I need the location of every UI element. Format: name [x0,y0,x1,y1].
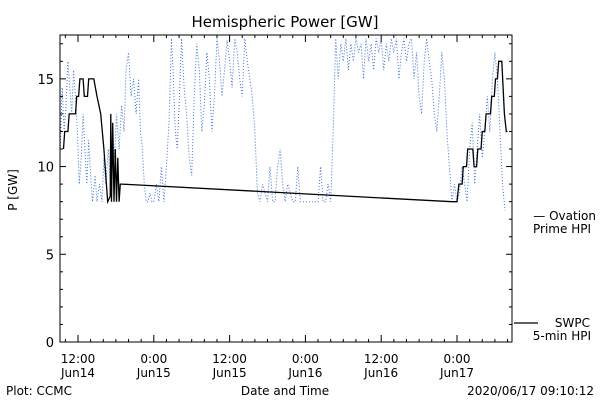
x-tick-time-label: 12:00 [212,352,247,366]
x-tick-time-label: 0:00 [140,352,167,366]
x-tick-date-label: Jun17 [439,366,474,380]
plot-timestamp: 2020/06/17 09:10:12 [467,384,594,398]
plot-frame [59,34,513,343]
data-series [59,38,508,211]
y-tick-label: 5 [46,248,54,263]
x-tick-date-label: Jun15 [136,366,171,380]
plot-credit: Plot: CCMC [6,384,72,398]
x-tick-date-label: Jun16 [287,366,322,380]
y-axis-label: P [GW] [6,169,20,211]
x-tick-date-label: Jun16 [363,366,398,380]
x-tick-time-label: 12:00 [61,352,96,366]
y-tick-label: 15 [37,73,54,88]
x-tick-time-label: 0:00 [444,352,471,366]
x-axis-label: Date and Time [241,384,329,398]
legend-ovation-line2: Prime HPI [533,222,591,236]
legend-swpc-line1: SWPC [555,316,590,330]
y-tick-label: 0 [46,336,54,351]
ovation-prime-hpi-line [59,38,506,211]
x-tick-date-label: Jun14 [60,366,95,380]
chart-title: Hemispheric Power [GW] [192,13,379,31]
axis-ticks: 05101512:00Jun140:00Jun1512:00Jun150:00J… [37,35,512,380]
x-tick-time-label: 12:00 [364,352,399,366]
swpc-5min-hpi-line [62,60,508,205]
y-tick-label: 10 [37,161,54,176]
legend-swpc-line2: 5-min HPI [533,329,591,343]
x-tick-time-label: 0:00 [292,352,319,366]
legend-ovation-line1: — Ovation [533,209,596,223]
x-tick-date-label: Jun15 [212,366,247,380]
